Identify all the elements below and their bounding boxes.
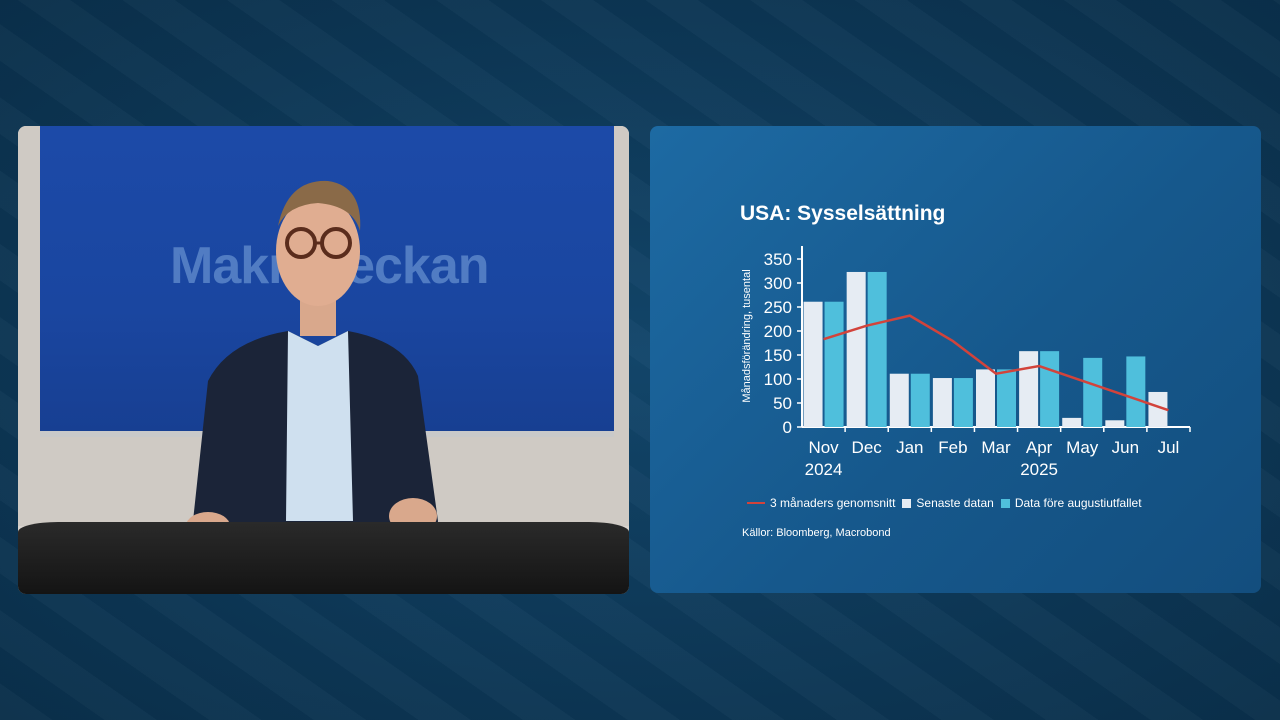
legend-item-latest: Senaste datan [902,496,994,510]
y-tick-label: 250 [764,298,792,317]
y-tick-label: 0 [783,418,792,437]
x-tick-label: Jun [1112,438,1139,457]
bar-previous [824,301,844,427]
legend-swatch-line [747,502,765,504]
bar-previous [953,378,973,427]
bar-previous [1040,351,1060,427]
legend-item-previous: Data före augustiutfallet [1000,496,1142,510]
legend-item-line: 3 månaders genomsnitt [747,496,895,510]
bar-previous [1126,356,1146,427]
chart-legend: 3 månaders genomsnitt Senaste datan Data… [747,496,1149,510]
x-tick-label: Feb [938,438,967,457]
x-tick-label: Apr [1026,438,1053,457]
bar-latest [803,301,823,427]
y-axis-label: Månadsförändring, tusental [741,269,753,402]
x-year-label: 2025 [1020,460,1058,479]
bar-previous [867,271,887,427]
chart-title: USA: Sysselsättning [740,202,946,225]
legend-label: Data före augustiutfallet [1014,496,1142,510]
x-tick-label: Dec [852,438,883,457]
bar-previous [910,373,930,427]
legend-swatch-latest [902,498,912,508]
chart-panel: USA: Sysselsättning 0 50 100 150 200 250 300 35… [650,126,1261,593]
legend-label: Senaste datan [916,496,994,510]
x-tick-label: Jan [896,438,923,457]
bar-latest [1019,351,1039,427]
bar-previous [997,369,1016,427]
legend-label: 3 månaders genomsnitt [770,496,896,510]
bar-latest [1148,391,1168,427]
x-tick-label: Mar [981,438,1011,457]
chart-plot: 0 50 100 150 200 250 300 350 Månadsförändring, t… [741,246,1191,479]
x-tick-label: May [1066,438,1099,457]
video-panel: Makroveckan [18,126,629,594]
y-tick-label: 350 [764,250,792,269]
bar-latest [932,378,952,427]
y-tick-label: 150 [764,346,792,365]
y-tick-label: 300 [764,274,792,293]
chart-source: Källor: Bloomberg, Macrobond [742,527,891,539]
line-3m-average [823,314,1169,412]
legend-swatch-previous [1000,498,1010,508]
x-year-label: 2024 [805,460,843,479]
y-tick-label: 100 [764,370,792,389]
presenter [186,180,438,581]
bar-latest [846,271,866,427]
bar-latest [1062,417,1082,427]
x-tick-label: Nov [808,438,839,457]
x-tick-label: Jul [1158,438,1180,457]
bar-previous [1083,357,1103,427]
y-tick-label: 200 [764,322,792,341]
bar-latest [976,369,995,427]
bar-latest [889,373,909,427]
bar-latest [1105,420,1125,427]
desk [18,522,629,594]
y-tick-label: 50 [773,394,792,413]
